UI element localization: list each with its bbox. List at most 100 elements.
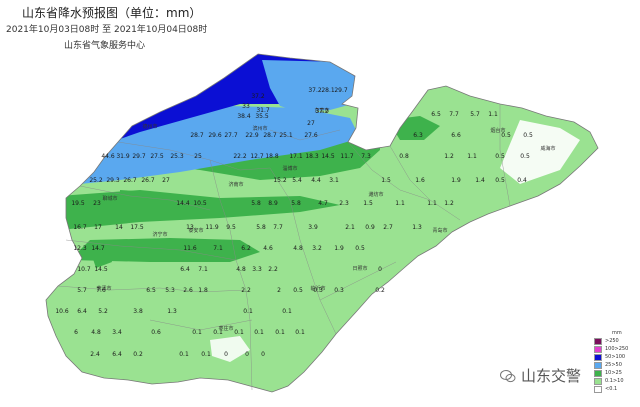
legend-swatch [594, 378, 602, 385]
rainfall-value: 7.1 [213, 245, 223, 252]
rainfall-value: 25.1 [279, 132, 293, 139]
rainfall-value: 2.2 [268, 266, 278, 273]
rainfall-value: 1.8 [198, 287, 208, 294]
rainfall-value: 9.5 [226, 224, 236, 231]
legend-unit: mm [612, 330, 622, 336]
rainfall-value: 29.7 [334, 87, 348, 94]
city-label: 青岛市 [432, 227, 447, 234]
city-label: 日照市 [352, 265, 367, 272]
rainfall-value: 22.9 [245, 132, 259, 139]
rainfall-value: 4.4 [311, 177, 321, 184]
rainfall-value: 22.2 [233, 153, 247, 160]
rainfall-value: 0.5 [495, 153, 505, 160]
rainfall-value: 18.8 [265, 153, 279, 160]
rainfall-value: 16.7 [73, 224, 87, 231]
rainfall-value: 15.2 [273, 177, 287, 184]
rainfall-value: 2.4 [90, 351, 100, 358]
rainfall-value: 14.4 [176, 200, 190, 207]
rainfall-value: 2 [277, 287, 281, 294]
rainfall-value: 5.4 [292, 177, 302, 184]
rainfall-value: 25 [194, 153, 202, 160]
rainfall-value: 0.2 [133, 351, 143, 358]
rainfall-value: 4.7 [318, 200, 328, 207]
city-label: 淄博市 [282, 165, 297, 172]
rainfall-value: 27.5 [150, 153, 164, 160]
rainfall-value: 0.5 [501, 132, 511, 139]
rainfall-value: 0.8 [399, 153, 409, 160]
rainfall-value: 10.7 [77, 266, 91, 273]
city-label: 泰安市 [188, 227, 203, 234]
rainfall-value: 5.8 [251, 200, 261, 207]
rainfall-value: 0.3 [334, 287, 344, 294]
rainfall-value: 1.6 [415, 177, 425, 184]
rainfall-value: 0.1 [254, 329, 264, 336]
rainfall-value: 11.9 [205, 224, 219, 231]
rainfall-value: 1.2 [444, 153, 454, 160]
rainfall-value: 6.6 [451, 132, 461, 139]
rainfall-value: 0.1 [201, 351, 211, 358]
rainfall-value: 0 [224, 351, 228, 358]
rainfall-value: 28.1 [321, 87, 335, 94]
rainfall-value: 6.4 [77, 308, 87, 315]
rainfall-value: 2.2 [241, 287, 251, 294]
city-label: 潍坊市 [368, 191, 383, 198]
rainfall-value: 2.7 [383, 224, 393, 231]
legend-swatch [594, 386, 602, 393]
rainfall-value: 31.9 [116, 153, 130, 160]
rainfall-value: 3.8 [133, 308, 143, 315]
rainfall-value: 7.6 [96, 287, 106, 294]
issuing-organization: 山东省气象服务中心 [64, 41, 146, 51]
rainfall-value: 4.8 [91, 329, 101, 336]
legend-label: 0.1>10 [605, 378, 624, 384]
city-label: 济宁市 [152, 231, 167, 238]
rainfall-value: 0.1 [192, 329, 202, 336]
rainfall-value: 1.9 [334, 245, 344, 252]
city-label: 济南市 [228, 181, 243, 188]
rainfall-value: 1.4 [475, 177, 485, 184]
rainfall-value: 2.1 [345, 224, 355, 231]
rainfall-value: 14.5 [321, 153, 335, 160]
rainfall-value: 1.1 [395, 200, 405, 207]
rainfall-value: 1.2 [444, 200, 454, 207]
city-label: 烟台市 [490, 127, 505, 134]
rainfall-value: 0.1 [243, 308, 253, 315]
rainfall-value: 17.5 [130, 224, 144, 231]
rainfall-value: 0.1 [213, 329, 223, 336]
rainfall-value: 35.5 [255, 113, 269, 120]
rainfall-value: 5.7 [77, 287, 87, 294]
rainfall-value: 0.4 [517, 177, 527, 184]
city-label: 菏泽市 [96, 285, 111, 292]
rainfall-value: 31.7 [256, 107, 270, 114]
rainfall-value: 3.9 [308, 224, 318, 231]
rainfall-value: 27.6 [304, 132, 318, 139]
rainfall-value: 2.3 [339, 200, 349, 207]
rainfall-value: 38.4 [237, 113, 251, 120]
rainfall-value: 23 [93, 200, 101, 207]
rainfall-value: 37.2 [308, 87, 322, 94]
rainfall-value: 18.3 [305, 153, 319, 160]
legend-swatch [594, 338, 602, 345]
city-label: 德州市 [142, 123, 157, 130]
legend-label: <0.1 [605, 386, 618, 392]
legend-swatch [594, 354, 602, 361]
rainfall-value: 0.1 [295, 329, 305, 336]
rainfall-value: 5.8 [256, 224, 266, 231]
rainfall-value: 7.3 [361, 153, 371, 160]
rainfall-value: 0.1 [275, 329, 285, 336]
rainfall-value: 14.5 [94, 266, 108, 273]
rainfall-value: 5.7 [470, 111, 480, 118]
rainfall-value: 8.9 [268, 200, 278, 207]
rainfall-value: 6.2 [241, 245, 251, 252]
rainfall-value: 0.1 [179, 351, 189, 358]
rainfall-value: 3.3 [252, 266, 262, 273]
rainfall-value: 4.8 [236, 266, 246, 273]
rainfall-value: 19.5 [71, 200, 85, 207]
rainfall-value: 13 [186, 224, 194, 231]
rainfall-value: 0.5 [293, 287, 303, 294]
rainfall-value: 0.5 [495, 177, 505, 184]
rainfall-value: 0.6 [151, 329, 161, 336]
rainfall-value: 0.5 [520, 153, 530, 160]
